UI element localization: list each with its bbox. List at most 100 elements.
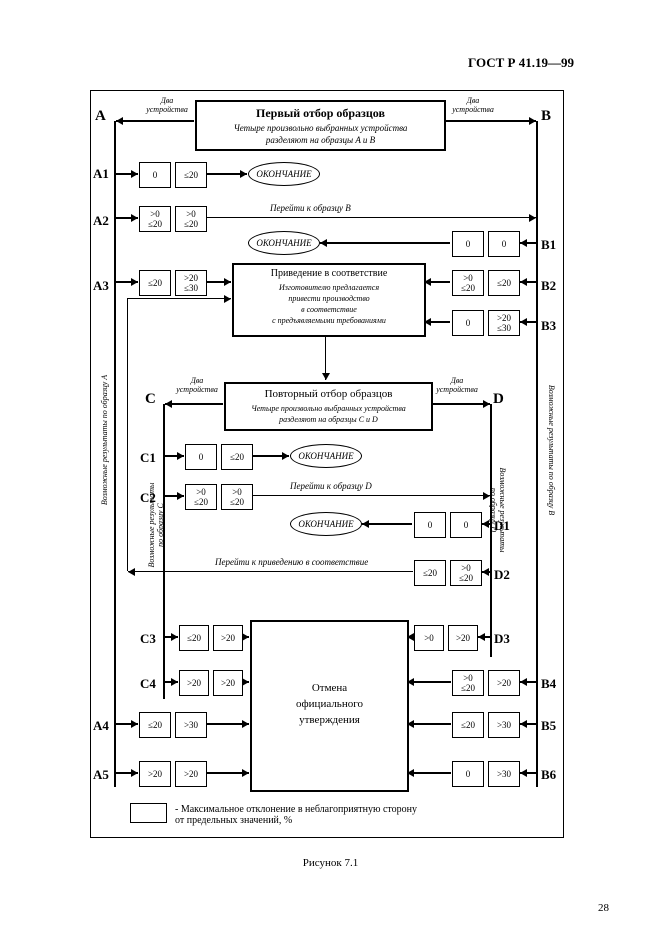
arr-b2l [520,278,527,286]
cell-A2b: >0 ≤20 [175,206,207,232]
cell-A5a: >20 [139,761,171,787]
arr-d3 [478,633,485,641]
hdr-right-h [444,120,536,122]
return-vert [127,298,128,571]
rep-sub1: Четыре произвольно выбранных устройства [226,404,431,413]
rep-title: Повторный отбор образцов [226,388,431,400]
h-d2e [128,571,413,572]
cancel-l2: официального [252,698,407,710]
hdr-left-h [116,120,194,122]
cell-C2b: >0 ≤20 [221,484,253,510]
end-1: ОКОНЧАНИЕ [248,162,320,186]
cancel-box: Отмена официального утверждения [250,620,409,792]
device-note-right: Два устройства [448,96,498,114]
label-C3: C3 [140,631,156,647]
arr-a5c [242,769,249,777]
arr-d2e [128,568,135,576]
goto-B: Перейти к образцу B [270,203,351,213]
cell-A3b: >20 ≤30 [175,270,207,296]
arr-b1l [520,239,527,247]
vt-B: Возможные результаты по образцу B [547,350,556,550]
cell-D3a: >0 [414,625,444,651]
cell-B5b: >30 [488,712,520,738]
page: ГОСТ Р 41.19—99 28 Первый отбор образцов… [0,0,661,936]
arr-c3 [171,633,178,641]
cell-A1a: 0 [139,162,171,188]
arr-b6c [407,769,414,777]
arr-c1e [282,452,289,460]
a-spine [114,121,116,787]
cell-A5b: >20 [175,761,207,787]
device-note-rc: Два устройства [432,376,482,394]
arr-b2p [424,278,431,286]
arr-a1 [131,170,138,178]
cancel-l3: утверждения [252,714,407,726]
arr-b3p [424,318,431,326]
label-B4: B4 [541,676,556,692]
cell-C4b: >20 [213,670,243,696]
arr-return [224,295,231,303]
hdr-d [431,403,490,405]
label-B: B [541,108,551,125]
arr-prived-down [322,373,330,380]
end-4: ОКОНЧАНИЕ [290,512,362,536]
arr-d2l [482,568,489,576]
cell-D1a: 0 [414,512,446,538]
cell-C4a: >20 [179,670,209,696]
arr-b5 [520,720,527,728]
label-D3: D3 [494,631,510,647]
label-B1: B1 [541,237,556,253]
arr-d [483,400,490,408]
arr-b4 [520,678,527,686]
hdr-c [165,403,223,405]
arr-c [165,400,172,408]
cell-B6a: 0 [452,761,484,787]
h-d1e [362,523,412,525]
compliance-box: Приведение в соответствие Изготовителю п… [232,263,426,337]
label-A2: A2 [93,213,109,229]
figure-caption: Рисунок 7.1 [0,857,661,869]
cell-B2a: >0 ≤20 [452,270,484,296]
cell-D1b: 0 [450,512,482,538]
arr-b6 [520,769,527,777]
arr-a3p [224,278,231,286]
arr-d3c [407,633,414,641]
arr-d1 [482,520,489,528]
arr-top-right [529,117,536,125]
cell-C2a: >0 ≤20 [185,484,217,510]
cell-C3a: ≤20 [179,625,209,651]
first-sampling-sub2: разделяют на образцы A и B [197,135,444,145]
cell-A1b: ≤20 [175,162,207,188]
label-A3: A3 [93,278,109,294]
label-B5: B5 [541,718,556,734]
repeat-box: Повторный отбор образцов Четыре произвол… [224,382,433,431]
rep-sub2: разделяют на образцы C и D [226,415,431,424]
arr-a1e [240,170,247,178]
prived-t: Приведение в соответствие [234,268,424,279]
legend-text: - Максимальное отклонение в неблагоприят… [175,804,417,826]
prived-l2: привести производство [234,294,424,303]
arr-a2 [131,214,138,222]
cell-C3b: >20 [213,625,243,651]
return-h [128,298,231,299]
cell-B5a: ≤20 [452,712,484,738]
label-D: D [493,391,504,408]
label-A4: A4 [93,718,109,734]
label-C4: C4 [140,676,156,692]
cell-B4a: >0 ≤20 [452,670,484,696]
vt-A: Возможные результаты по образцу A [100,340,109,540]
prived-l1: Изготовителю предлагается [234,283,424,292]
doc-code: ГОСТ Р 41.19—99 [468,55,574,71]
cell-B2b: ≤20 [488,270,520,296]
cell-A4a: ≤20 [139,712,171,738]
label-B3: B3 [541,318,556,334]
arr-b4c [407,678,414,686]
cell-C1b: ≤20 [221,444,253,470]
h-a2e [207,217,536,218]
cell-C1a: 0 [185,444,217,470]
first-sampling-sub1: Четыре произвольно выбранных устройства [197,123,444,133]
arr-c4c [242,678,249,686]
arr-c3c [242,633,249,641]
h-b1e [320,242,450,244]
cell-B4b: >20 [488,670,520,696]
